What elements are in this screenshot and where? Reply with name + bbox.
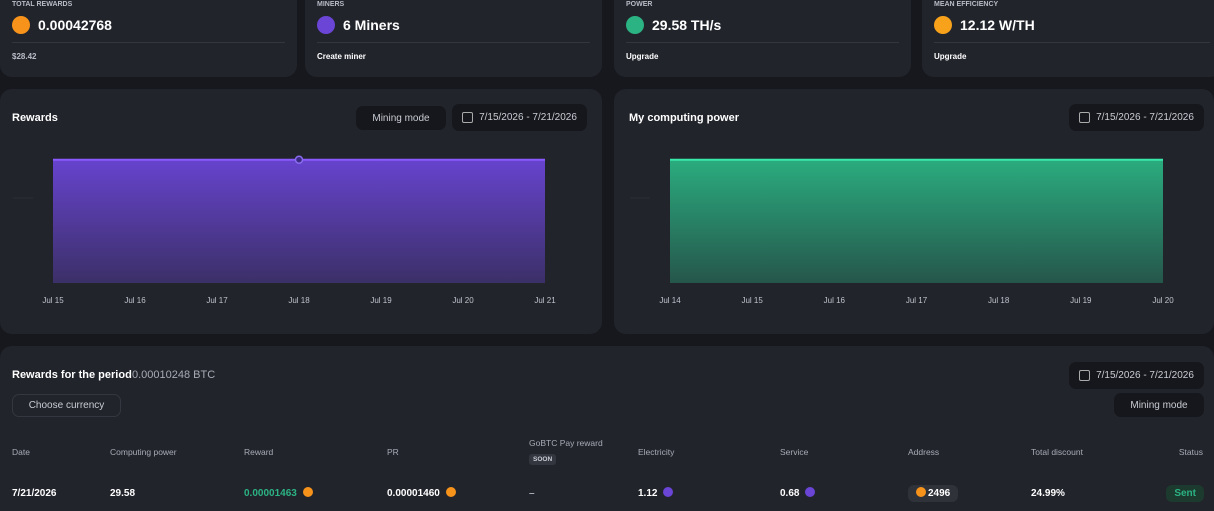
card-divider [12,42,285,43]
table-cell: 1.12 [638,488,658,499]
column-header: Address [908,447,940,457]
chart: Jul 14 Jul 15 Jul 16 Jul 17 Jul 18 Jul 19 Jul … [630,158,1174,305]
table-cell: 0.68 [780,488,800,499]
x-tick-label: Jul 19 [370,296,392,305]
coin-icon [303,487,313,497]
date-range-text: 7/15/2026 - 7/21/2026 [1096,112,1194,123]
chart: Jul 15 Jul 16 Jul 17 Jul 18 Jul 19 Jul 20 Jul … [13,155,556,305]
column-header: Total discount [1031,447,1083,457]
date-range[interactable]: 7/15/2026 - 7/21/2026 [1069,104,1204,131]
coin-icon [446,487,456,497]
rewards-table: Rewards for the period 0.00010248 BTC 7/15… [0,346,1214,511]
table-cell: Sent [1166,485,1204,502]
coin-icon [805,487,815,497]
chart-title: My computing power [629,112,739,124]
card-icon [626,16,644,34]
card-label: TOTAL REWARDS [12,1,73,8]
x-tick-label: Jul 15 [741,296,763,305]
column-header: Computing power [110,447,177,457]
card-icon [12,16,30,34]
x-tick-label: Jul 15 [42,296,64,305]
coin-icon [916,487,926,497]
chart-panel: Rewards Mining mode 7/15/2026 - 7/21/2026 J… [0,89,602,334]
soon-badge: SOON [529,454,557,465]
column-header: Date [12,447,30,457]
card-value: 0.00042768 [38,17,112,33]
card-label: MINERS [317,1,345,8]
column-header: PR [387,447,399,457]
table-cell: 0.00001463 [244,488,297,499]
x-tick-label: Jul 14 [659,296,681,305]
card-value: 29.58 TH/s [652,17,722,33]
area [53,159,545,283]
table-cell: 7/21/2026 [12,488,57,499]
column-header: Service [780,447,809,457]
mode-label: Mining mode [372,112,430,124]
card-divider [934,42,1210,43]
card-label: POWER [626,1,653,8]
calendar-icon [1079,370,1091,381]
stat-card: POWER 29.58 TH/s Upgrade [614,0,911,77]
currency-select[interactable]: Choose currency [12,394,121,417]
stat-card: TOTAL REWARDS 0.00042768 $28.42 [0,0,297,77]
column-header: Status [1178,447,1203,457]
date-range-text: 7/15/2026 - 7/21/2026 [479,112,577,123]
card-icon [934,16,952,34]
table-cell: 24.99% [1031,488,1065,499]
x-tick-label: Jul 18 [988,296,1010,305]
x-tick-label: Jul 17 [906,296,928,305]
table-cell: – [529,488,535,499]
card-footer: $28.42 [12,52,37,61]
calendar-icon [1079,112,1091,123]
card-icon [317,16,335,34]
mode-select[interactable]: Mining mode [356,106,446,130]
column-header: Electricity [638,447,675,457]
x-tick-label: Jul 19 [1070,296,1092,305]
date-range[interactable]: 7/15/2026 - 7/21/2026 [452,104,587,131]
stat-card: MEAN EFFICIENCY 12.12 W/TH Upgrade [922,0,1214,77]
x-tick-label: Jul 20 [452,296,474,305]
table-title: Rewards for the period [12,369,132,381]
card-divider [317,42,590,43]
card-footer[interactable]: Create miner [317,52,366,61]
x-tick-label: Jul 17 [206,296,228,305]
x-tick-label: Jul 20 [1152,296,1174,305]
chart-panel: My computing power 7/15/2026 - 7/21/2026 J… [614,89,1214,334]
table-cell: 29.58 [110,488,136,499]
coin-icon [663,487,673,497]
stat-card: MINERS 6 Miners Create miner [305,0,602,77]
area [670,159,1163,283]
card-value: 6 Miners [343,17,400,33]
hover-point [294,155,304,164]
chart-title: Rewards [12,112,58,124]
card-footer[interactable]: Upgrade [626,52,659,61]
date-range-text: 7/15/2026 - 7/21/2026 [1096,370,1194,381]
card-label: MEAN EFFICIENCY [934,1,999,8]
x-tick-label: Jul 16 [124,296,146,305]
x-tick-label: Jul 21 [534,296,556,305]
card-value: 12.12 W/TH [960,17,1035,33]
date-range[interactable]: 7/15/2026 - 7/21/2026 [1069,362,1204,389]
x-tick-label: Jul 18 [288,296,310,305]
calendar-icon [462,112,474,123]
period-total: 0.00010248 BTC [132,369,216,381]
table-cell: 0.00001460 [387,488,440,499]
x-tick-label: Jul 16 [824,296,846,305]
card-footer[interactable]: Upgrade [934,52,967,61]
column-header: Reward [244,447,274,457]
card-divider [626,42,899,43]
column-header: GoBTC Pay reward [529,438,603,448]
mode-select[interactable]: Mining mode [1114,393,1204,417]
